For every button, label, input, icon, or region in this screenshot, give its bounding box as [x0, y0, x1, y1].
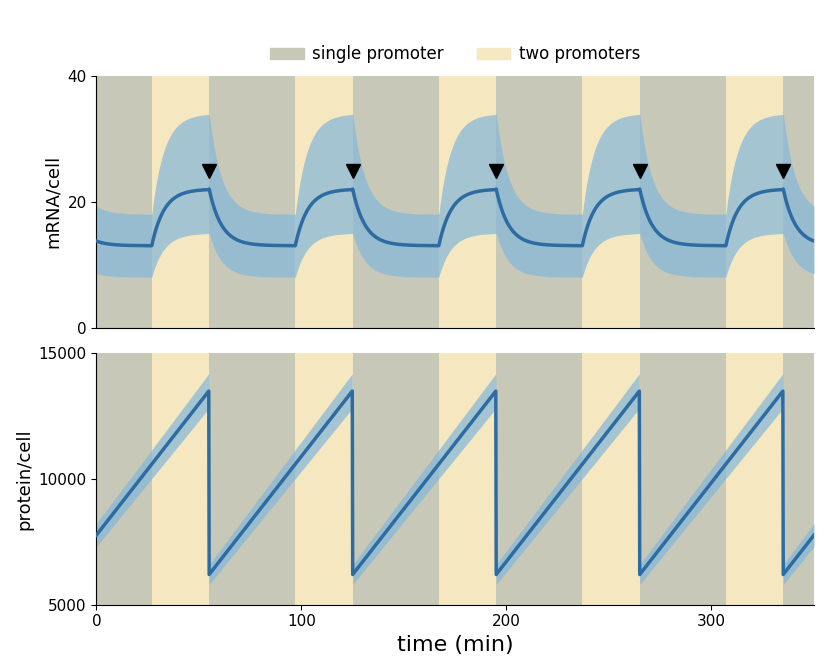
Bar — [152, 353, 209, 605]
Y-axis label: mRNA/cell: mRNA/cell — [44, 155, 62, 249]
Y-axis label: protein/cell: protein/cell — [15, 428, 33, 529]
Bar — [352, 76, 438, 328]
Bar — [496, 76, 581, 328]
Bar — [438, 76, 495, 328]
Bar — [782, 76, 813, 328]
Bar — [581, 76, 639, 328]
Bar — [438, 353, 495, 605]
Bar — [152, 76, 209, 328]
Bar — [209, 353, 295, 605]
Bar — [782, 353, 813, 605]
Bar — [295, 76, 352, 328]
Bar — [639, 353, 724, 605]
X-axis label: time (min): time (min) — [397, 635, 513, 655]
Legend: single promoter, two promoters: single promoter, two promoters — [263, 39, 646, 70]
Bar — [352, 353, 438, 605]
Bar — [639, 76, 724, 328]
Bar — [295, 353, 352, 605]
Bar — [209, 76, 295, 328]
Bar — [725, 353, 782, 605]
Bar — [96, 76, 152, 328]
Bar — [496, 353, 581, 605]
Bar — [96, 353, 152, 605]
Bar — [581, 353, 639, 605]
Bar — [725, 76, 782, 328]
